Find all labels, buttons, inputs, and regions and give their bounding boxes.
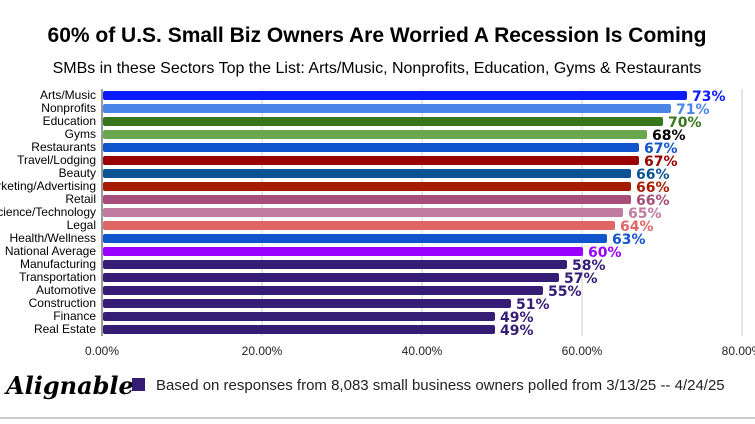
bar: [103, 260, 567, 269]
category-label: Education: [43, 114, 96, 128]
bar: [103, 286, 543, 295]
legend-note: Based on responses from 8,083 small busi…: [156, 377, 725, 394]
data-label: 73%: [692, 89, 726, 105]
data-label: 71%: [676, 102, 710, 118]
category-label: Transportation: [19, 270, 96, 284]
bar: [103, 143, 639, 152]
bar: [103, 325, 495, 334]
data-label: 66%: [636, 193, 670, 209]
bar: [103, 312, 495, 321]
bar: [103, 169, 631, 178]
data-label: 70%: [668, 115, 702, 131]
category-label: Construction: [29, 296, 96, 310]
category-label: Beauty: [59, 166, 96, 180]
alignable-logo: Alignable: [4, 371, 134, 400]
bar: [103, 195, 631, 204]
category-label: Travel/Lodging: [17, 153, 96, 167]
bar: [103, 234, 607, 243]
category-label: Arts/Music: [40, 88, 96, 102]
data-label: 51%: [516, 297, 550, 313]
category-label: Legal: [67, 218, 96, 232]
category-label: Science/Technology: [0, 205, 96, 219]
bar: [103, 247, 583, 256]
bar: [103, 221, 615, 230]
category-label: Real Estate: [34, 322, 96, 336]
category-label: Health/Wellness: [10, 231, 96, 245]
data-label: 57%: [564, 271, 598, 287]
data-label: 63%: [612, 232, 646, 248]
bar: [103, 299, 511, 308]
category-label: Marketing/Advertising: [0, 179, 96, 193]
category-label: Restaurants: [31, 140, 96, 154]
data-label: 49%: [500, 323, 534, 339]
bar: [103, 273, 559, 282]
chart-title: 60% of U.S. Small Biz Owners Are Worried…: [48, 24, 707, 47]
data-label: 67%: [644, 141, 678, 157]
category-label: Gyms: [65, 127, 96, 141]
x-tick-label: 40.00%: [402, 344, 443, 358]
category-label: National Average: [5, 244, 97, 258]
category-label: Retail: [65, 192, 96, 206]
chart-subtitle: SMBs in these Sectors Top the List: Arts…: [53, 60, 702, 77]
x-tick-label: 80.00%: [722, 344, 755, 358]
category-label: Nonprofits: [41, 101, 96, 115]
data-label: 68%: [652, 128, 686, 144]
category-label: Finance: [53, 309, 96, 323]
category-label: Manufacturing: [20, 257, 96, 271]
bar: [103, 91, 687, 100]
data-label: 65%: [628, 206, 662, 222]
data-label: 67%: [644, 154, 678, 170]
data-label: 60%: [588, 245, 622, 261]
bar: [103, 130, 647, 139]
legend-swatch: [132, 378, 145, 391]
x-tick-label: 60.00%: [562, 344, 603, 358]
data-label: 66%: [636, 180, 670, 196]
data-label: 66%: [636, 167, 670, 183]
data-label: 49%: [500, 310, 534, 326]
data-label: 55%: [548, 284, 582, 300]
data-label: 58%: [572, 258, 606, 274]
bar: [103, 104, 671, 113]
x-tick-label: 0.00%: [85, 344, 119, 358]
data-label: 64%: [620, 219, 654, 235]
x-tick-label: 20.00%: [242, 344, 283, 358]
bar: [103, 208, 623, 217]
category-label: Automotive: [36, 283, 96, 297]
bar: [103, 182, 631, 191]
bar: [103, 117, 663, 126]
bar: [103, 156, 639, 165]
